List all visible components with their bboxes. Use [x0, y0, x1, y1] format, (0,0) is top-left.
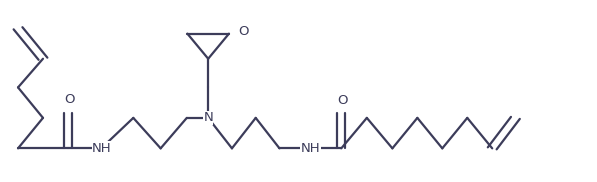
- Text: NH: NH: [300, 142, 320, 155]
- Text: O: O: [239, 25, 249, 38]
- Text: O: O: [337, 94, 347, 107]
- Text: NH: NH: [92, 142, 112, 155]
- Text: O: O: [64, 94, 75, 106]
- Text: N: N: [204, 111, 213, 124]
